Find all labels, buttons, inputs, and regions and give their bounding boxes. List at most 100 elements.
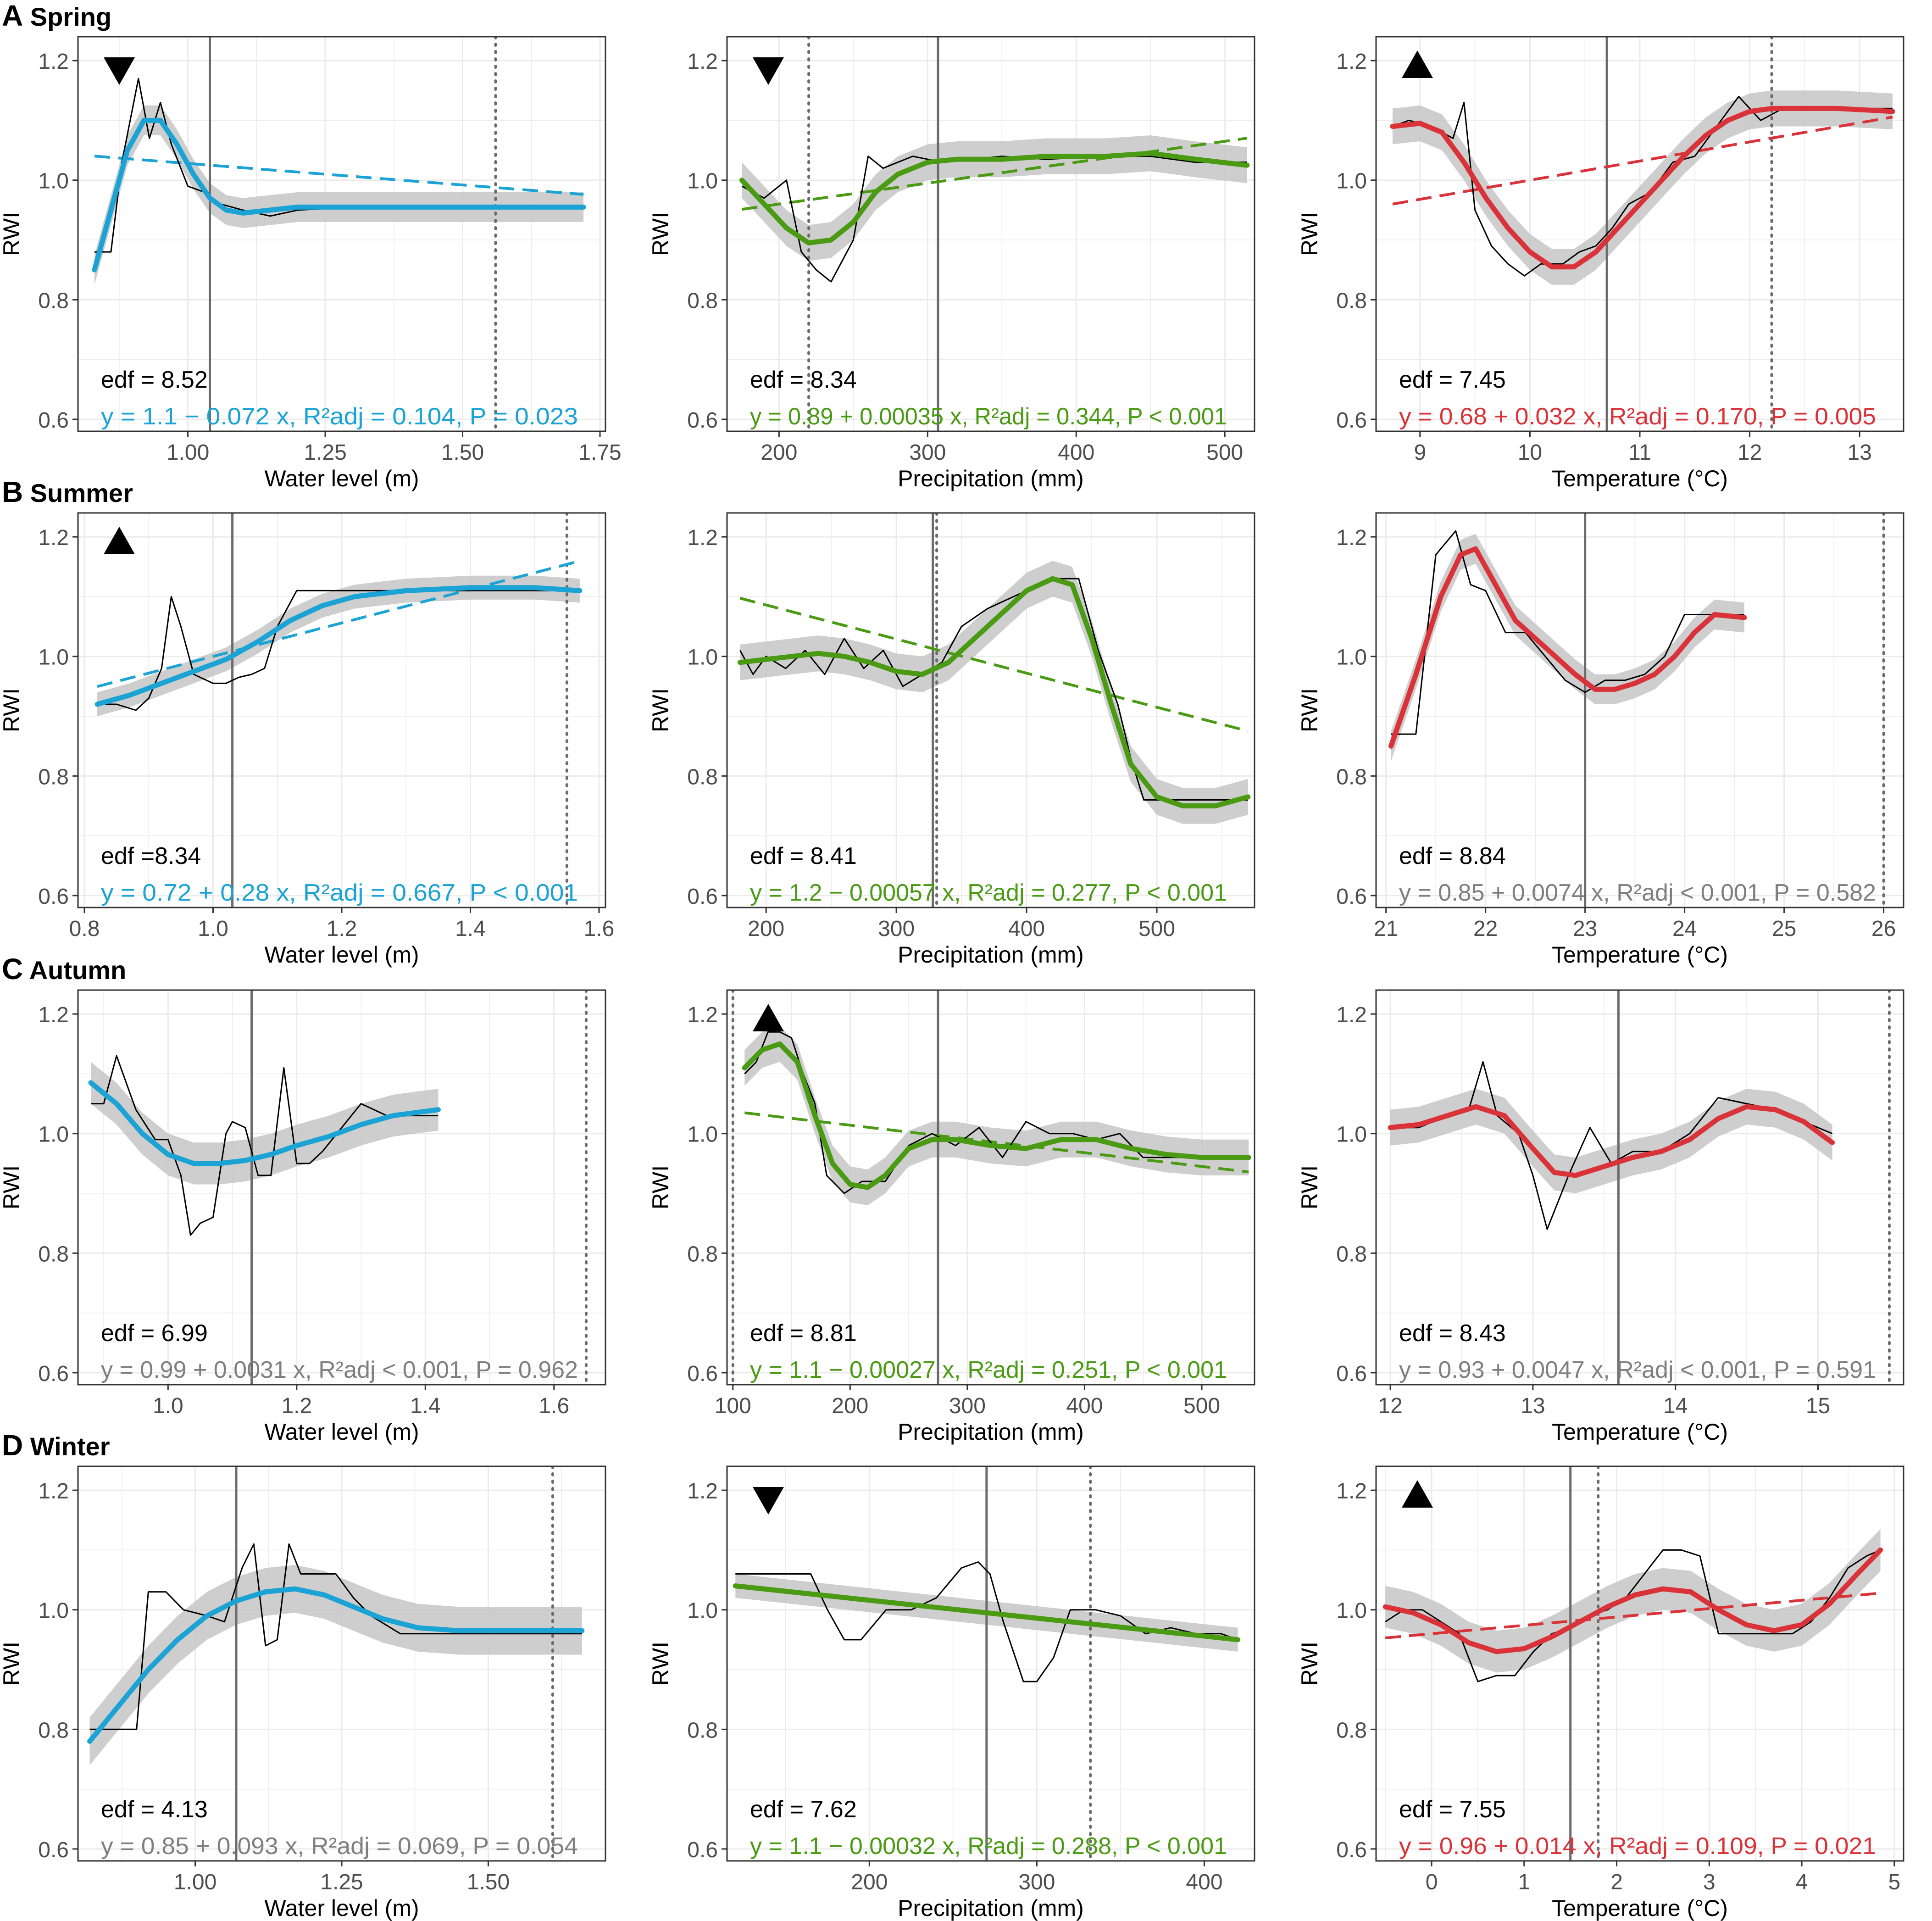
gam-smooth-line: [94, 585, 583, 707]
equation-label: y = 0.99 + 0.0031 x, R²adj < 0.001, P = …: [101, 1357, 578, 1383]
y-tick-label: 1.0: [687, 646, 718, 670]
y-tick-label: 0.6: [1336, 408, 1367, 433]
row-season: Spring: [30, 2, 112, 31]
plot-content: [1388, 990, 1891, 1385]
y-tick-label: 1.0: [38, 646, 69, 670]
x-tick-label: 400: [1058, 440, 1094, 465]
y-tick-label: 0.8: [38, 289, 69, 313]
panel-a3: edf = 7.45 y = 0.68 + 0.032 x, R²adj = 0.…: [1297, 36, 1904, 491]
panel-border: [77, 36, 606, 432]
y-tick-label: 1.2: [38, 1479, 69, 1503]
raw-rwi-series: [1390, 1061, 1833, 1230]
x-tick-label: 300: [1018, 1870, 1055, 1894]
plot-area: [727, 1466, 1255, 1861]
y-tick-label: 0.8: [38, 1718, 69, 1743]
edf-label: edf = 8.34: [750, 367, 857, 393]
y-axis-title: RWI: [648, 1642, 673, 1686]
equation-label: y = 0.89 + 0.00035 x, R²adj = 0.344, P <…: [750, 403, 1227, 430]
y-tick-label: 0.6: [38, 885, 69, 909]
x-tick-label: 1.75: [578, 440, 621, 465]
x-tick-label: 200: [748, 917, 784, 941]
gridlines: [1376, 37, 1904, 431]
y-axis-title: RWI: [0, 688, 24, 732]
equation-label: y = 1.1 − 0.00032 x, R²adj = 0.288, P < …: [750, 1833, 1227, 1860]
gam-smooth-line: [1388, 1104, 1835, 1178]
y-tick-label: 1.0: [687, 1599, 718, 1623]
y-tick-label: 0.8: [1336, 289, 1367, 313]
y-axis-title: RWI: [1297, 688, 1322, 732]
y-tick-label: 1.2: [687, 1003, 718, 1027]
linear-fit-line: [741, 137, 1248, 211]
linear-fit-line: [97, 559, 580, 688]
confidence-band: [744, 1026, 1249, 1206]
edf-label: edf = 4.13: [101, 1796, 208, 1823]
x-tick-label: 400: [1186, 1870, 1222, 1894]
y-tick-label: 1.2: [1336, 1003, 1367, 1027]
plot-area: [78, 37, 605, 431]
y-tick-label: 1.2: [687, 526, 718, 550]
trend-down-icon: [104, 57, 135, 85]
x-axis-title: Temperature (°C): [1552, 1895, 1728, 1921]
x-tick-label: 1.4: [455, 917, 486, 941]
x-axis-title: Water level (m): [264, 1895, 419, 1921]
x-axis-title: Precipitation (mm): [898, 1419, 1084, 1445]
x-tick-label: 21: [1374, 917, 1398, 941]
gridlines: [78, 37, 605, 431]
equation-label: y = 0.96 + 0.014 x, R²adj = 0.109, P = 0…: [1399, 1833, 1876, 1860]
linear-fit-line: [744, 1111, 1249, 1174]
raw-rwi-series: [89, 1543, 582, 1730]
y-tick-label: 0.6: [687, 1362, 718, 1386]
raw-rwi-series: [1391, 530, 1744, 735]
x-tick-label: 2: [1610, 1870, 1623, 1894]
x-tick-label: 1.4: [410, 1394, 441, 1418]
panel-a1: edf = 8.52 y = 1.1 − 0.072 x, R²adj = 0.1…: [0, 36, 622, 491]
x-tick-label: 1: [1518, 1870, 1530, 1894]
gridlines: [78, 990, 605, 1385]
panel-b3: edf = 8.84 y = 0.85 + 0.0074 x, R²adj < 0…: [1297, 512, 1904, 968]
panel-c3: edf = 8.43 y = 0.93 + 0.0047 x, R²adj < 0…: [1297, 989, 1904, 1445]
y-tick-label: 0.6: [687, 885, 718, 909]
x-axis-title: Temperature (°C): [1552, 942, 1728, 968]
plot-content: [1388, 513, 1885, 908]
y-tick-label: 0.6: [38, 1362, 69, 1386]
panel-border: [1375, 512, 1904, 908]
equation-label: y = 0.68 + 0.032 x, R²adj = 0.170, P = 0…: [1399, 403, 1876, 430]
plot-content: [87, 1466, 585, 1861]
x-axis-title: Precipitation (mm): [898, 1895, 1084, 1921]
x-tick-label: 1.2: [281, 1394, 312, 1418]
gam-smooth-line: [739, 150, 1250, 245]
panel-border: [77, 989, 606, 1386]
panel-b1: edf =8.34 y = 0.72 + 0.28 x, R²adj = 0.66…: [0, 512, 614, 968]
x-tick-label: 1.0: [198, 917, 228, 941]
plot-area: [1376, 513, 1904, 908]
plot-area: [78, 990, 605, 1385]
gam-smooth-line: [1388, 546, 1747, 749]
edf-label: edf = 8.43: [1399, 1320, 1506, 1347]
panel-border: [726, 989, 1255, 1386]
panel-d3: edf = 7.55 y = 0.96 + 0.014 x, R²adj = 0.…: [1297, 1465, 1904, 1921]
x-tick-label: 5: [1888, 1870, 1900, 1894]
row-letter: D: [2, 1429, 23, 1462]
panel-d1: edf = 4.13 y = 0.85 + 0.093 x, R²adj = 0.…: [0, 1465, 606, 1921]
trend-up-icon: [104, 527, 135, 554]
panel-border: [1375, 1465, 1904, 1862]
equation-label: y = 0.85 + 0.0074 x, R²adj < 0.001, P = …: [1399, 880, 1876, 906]
gam-smooth-line: [737, 576, 1251, 808]
raw-rwi-series: [1392, 95, 1893, 277]
y-tick-label: 1.2: [38, 50, 69, 74]
y-tick-label: 0.6: [38, 408, 69, 433]
y-axis-title: RWI: [1297, 1165, 1322, 1209]
linear-fit-line: [1392, 116, 1893, 206]
equation-label: y = 0.93 + 0.0047 x, R²adj < 0.001, P = …: [1399, 1357, 1876, 1383]
panel-c1: edf = 6.99 y = 0.99 + 0.0031 x, R²adj < 0…: [0, 989, 606, 1445]
x-tick-label: 100: [715, 1394, 751, 1418]
gam-smooth-line: [1390, 106, 1895, 270]
x-tick-label: 400: [1008, 917, 1045, 941]
plot-content: [92, 37, 586, 431]
x-axis-title: Precipitation (mm): [898, 942, 1084, 968]
equation-label: y = 1.1 − 0.00027 x, R²adj = 0.251, P < …: [750, 1357, 1227, 1383]
y-tick-label: 0.8: [38, 765, 69, 789]
linear-fit-line: [739, 596, 1249, 733]
equation-label: y = 0.72 + 0.28 x, R²adj = 0.667, P < 0.…: [101, 880, 578, 906]
x-tick-label: 13: [1521, 1394, 1545, 1418]
